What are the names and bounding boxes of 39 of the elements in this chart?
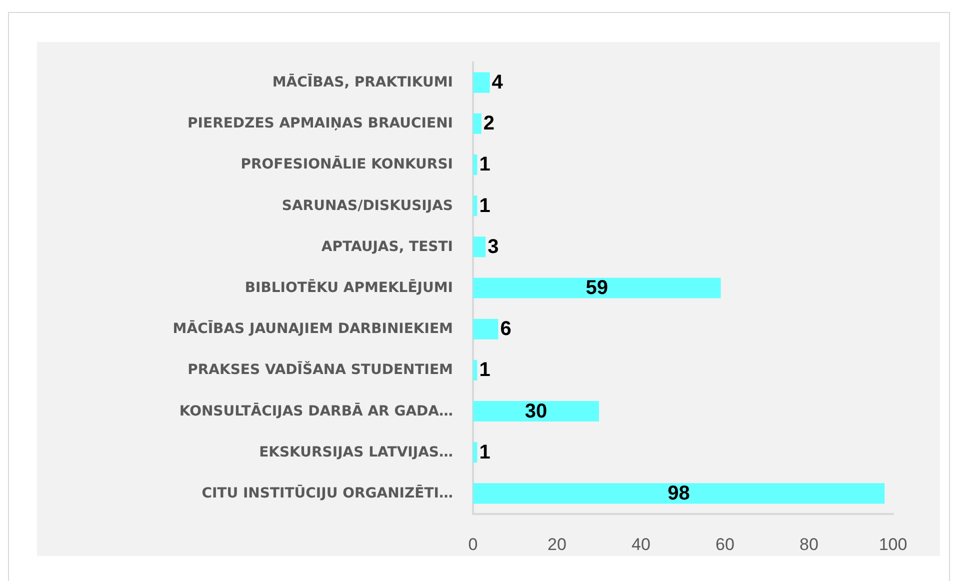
bar — [473, 278, 721, 298]
bar — [473, 318, 498, 340]
data-label: 30 — [524, 400, 548, 422]
data-label: 1 — [479, 154, 490, 176]
y-tick-label: CITU INSTITŪCIJU ORGANIZĒTI… — [202, 484, 453, 502]
y-tick-label: MĀCĪBAS JAUNAJIEM DARBINIEKIEM — [172, 320, 453, 338]
bar — [473, 113, 482, 134]
data-label: 59 — [586, 277, 608, 299]
bar — [473, 483, 885, 504]
x-tick-label: 0 — [468, 535, 478, 554]
y-tick-label: BIBLIOTĒKU APMEKLĒJUMI — [244, 279, 453, 296]
bar — [473, 442, 478, 463]
x-tick-label: 100 — [878, 535, 908, 554]
bar — [473, 72, 490, 93]
bar — [473, 154, 478, 175]
y-tick-label: MĀCĪBAS, PRAKTIKUMI — [272, 74, 453, 91]
x-tick-label: 60 — [716, 535, 734, 554]
data-label: 1 — [479, 441, 490, 464]
x-tick-label: 20 — [548, 535, 566, 554]
x-tick-label: 40 — [632, 535, 650, 554]
y-tick-label: PIEREDZES APMAIŅAS BRAUCIENI — [188, 116, 453, 132]
y-tick-label: KONSULTĀCIJAS DARBĀ AR GADA… — [179, 402, 453, 420]
y-tick-label: EKSKURSIJAS LATVIJAS… — [259, 444, 453, 460]
data-label: 6 — [500, 318, 512, 340]
data-label: 4 — [492, 72, 504, 94]
bar — [473, 236, 486, 258]
y-tick-label: PROFESIONĀLIE KONKURSI — [240, 156, 453, 173]
bar — [473, 360, 478, 380]
bar — [473, 196, 478, 216]
data-label: 2 — [483, 112, 495, 135]
data-label: 1 — [479, 359, 490, 382]
x-tick-label: 80 — [800, 535, 818, 554]
data-label: 3 — [488, 236, 499, 258]
y-tick-label: PRAKSES VADĪŠANA STUDENTIEM — [188, 361, 453, 378]
data-label: 1 — [479, 194, 490, 217]
data-label: 98 — [668, 482, 690, 504]
y-tick-label: SARUNAS/DISKUSIJAS — [282, 198, 453, 214]
y-tick-label: APTAUJAS, TESTI — [321, 238, 453, 255]
bar — [473, 401, 599, 422]
